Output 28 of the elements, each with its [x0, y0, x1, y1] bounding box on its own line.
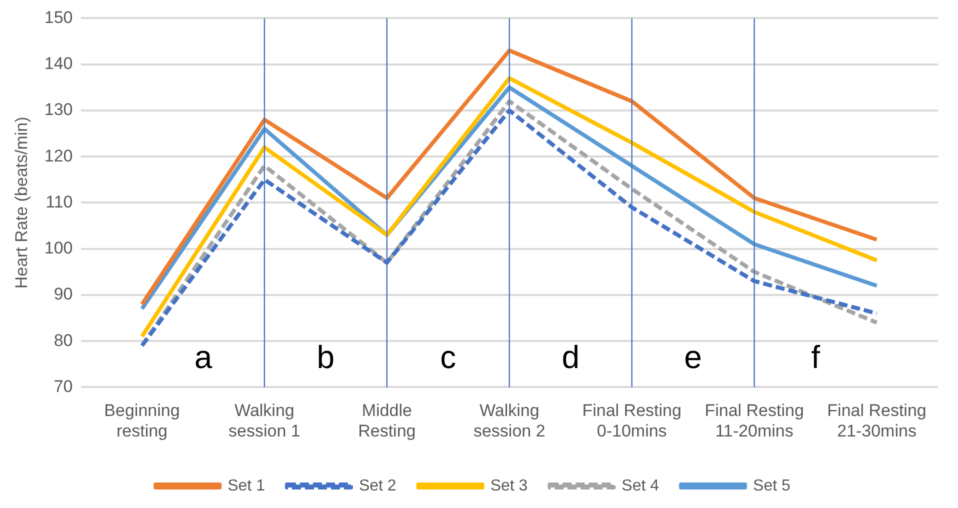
y-tick-label: 150: [44, 8, 73, 27]
y-tick-label: 80: [54, 330, 73, 350]
y-tick-label: 110: [46, 192, 73, 212]
x-tick-label: Final Resting 21-30mins: [827, 401, 926, 440]
y-tick-label: 100: [44, 238, 73, 258]
x-tick-label: Final Resting 11-20mins: [704, 401, 804, 440]
annotation: c: [440, 339, 456, 376]
x-tick-label: Final Resting 0-10mins: [582, 401, 682, 440]
x-tick-label: Walking session 2: [473, 401, 546, 440]
annotation: b: [316, 339, 335, 376]
legend-label: Set 5: [753, 477, 790, 494]
legend-label: Set 2: [358, 477, 396, 494]
y-tick-label: 130: [44, 100, 73, 120]
x-tick-label: Walking session 1: [228, 401, 300, 440]
y-tick-label: 70: [54, 376, 73, 396]
legend-label: Set 3: [490, 477, 528, 494]
annotation: f: [811, 339, 820, 376]
annotation: a: [194, 339, 212, 376]
annotation: e: [684, 339, 702, 376]
legend-label: Set 1: [228, 477, 266, 494]
legend-label: Set 4: [622, 477, 660, 494]
y-tick-label: 140: [44, 54, 73, 74]
x-tick-label: Beginning resting: [104, 401, 180, 440]
y-axis-title: Heart Rate (beats/min): [12, 116, 31, 289]
y-tick-label: 90: [54, 284, 73, 304]
y-tick-label: 120: [44, 146, 73, 166]
x-tick-label: Middle Resting: [358, 401, 416, 440]
annotation: d: [562, 339, 580, 376]
